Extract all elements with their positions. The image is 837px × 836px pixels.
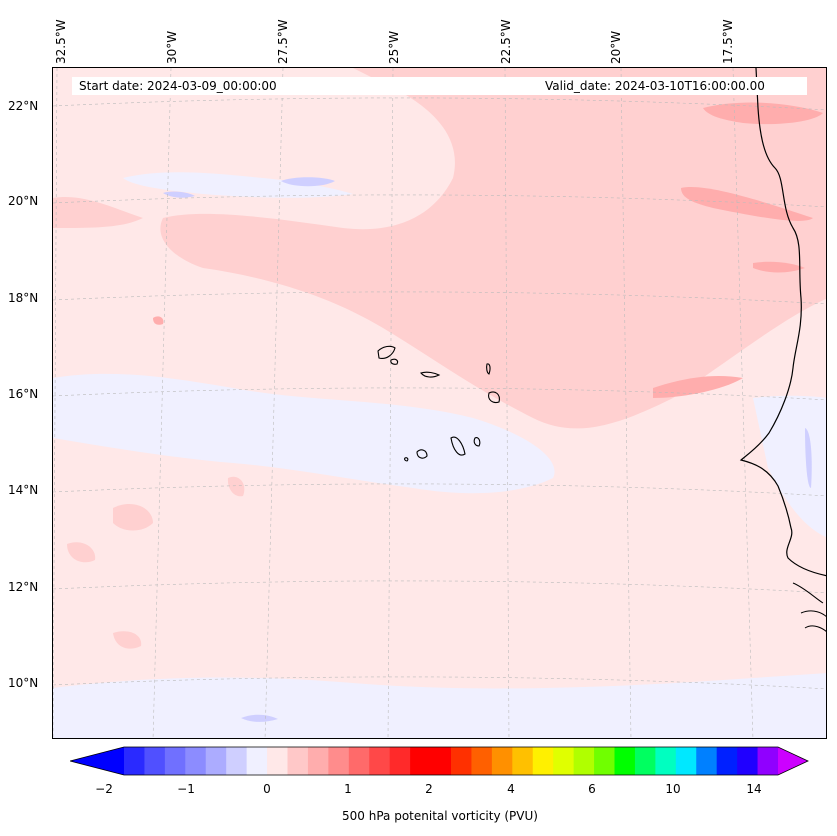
island-santo-antao <box>377 345 396 359</box>
lat-label-22n: 22°N <box>8 99 39 113</box>
colorbar-segment <box>430 747 452 775</box>
lat-label-14n: 14°N <box>8 483 39 497</box>
africa-coast-segment-2 <box>792 582 826 632</box>
colorbar-tick-1: 1 <box>344 782 352 796</box>
colorbar-tick-neg1: −1 <box>177 782 195 796</box>
pv-high-streak-4 <box>753 261 805 273</box>
island-santiago <box>450 436 466 456</box>
colorbar-segment <box>634 747 656 775</box>
lon-label-20w: 20°W <box>609 30 623 64</box>
pv-low-patch-2 <box>163 191 195 198</box>
colorbar-tick-neg2: −2 <box>95 782 113 796</box>
pv-high-streak-3 <box>653 376 743 398</box>
island-fogo <box>416 449 428 459</box>
colorbar-segment <box>594 747 615 775</box>
colorbar-label: 500 hPa potenital vorticity (PVU) <box>342 809 538 823</box>
colorbar-segment <box>491 747 513 775</box>
pv-low-region-south <box>53 673 826 738</box>
lon-label-30w: 30°W <box>165 30 179 64</box>
colorbar-segment <box>696 747 718 775</box>
pv-mid-patch-3 <box>113 631 142 649</box>
lon-label-22-5w: 22.5°W <box>499 19 513 64</box>
pv-low-region-west <box>53 373 555 494</box>
island-maio <box>473 437 481 447</box>
pv-mid-patch-1 <box>113 503 153 531</box>
island-sal <box>486 363 491 375</box>
lon-label-32-5w: 32.5°W <box>54 19 68 64</box>
colorbar-segment <box>675 747 697 775</box>
colorbar-segment <box>246 747 268 775</box>
lat-label-16n: 16°N <box>8 387 39 401</box>
lon-label-17-5w: 17.5°W <box>721 19 735 64</box>
colorbar-segment <box>512 747 534 775</box>
colorbar-segment <box>124 747 145 775</box>
colorbar-extend-min <box>70 747 124 775</box>
map-panel <box>52 67 827 739</box>
colorbar-segment <box>532 747 554 775</box>
colorbar-segment <box>226 747 248 775</box>
pv-low-patch-1 <box>281 177 335 187</box>
colorbar-outline <box>70 746 809 776</box>
pv-low-patch-4 <box>805 428 812 488</box>
pv-high-streak-1 <box>681 187 813 221</box>
colorbar-tick-10: 10 <box>665 782 681 796</box>
colorbar-segment <box>328 747 350 775</box>
graticule <box>53 68 826 738</box>
island-boa-vista <box>488 391 500 404</box>
colorbar-segment <box>348 747 370 775</box>
pv-low-region-north <box>123 172 353 198</box>
lon-label-25w: 25°W <box>387 30 401 64</box>
island-sao-nicolau <box>420 371 441 378</box>
pv-field-map <box>53 68 826 738</box>
valid-date-text: Valid_date: 2024-03-10T16:00:00.00 <box>545 79 765 93</box>
colorbar-segment <box>553 747 575 775</box>
colorbar-segment <box>410 747 432 775</box>
colorbar-segment <box>164 747 186 775</box>
colorbar-segment <box>205 747 227 775</box>
colorbar-segment <box>369 747 391 775</box>
cape-verde-islands <box>377 345 500 462</box>
colorbar-segment <box>185 747 207 775</box>
colorbar-segment <box>737 747 759 775</box>
colorbar-tick-14: 14 <box>746 782 762 796</box>
colorbar <box>70 746 809 776</box>
lat-label-18n: 18°N <box>8 291 39 305</box>
pv-mid-patch-4 <box>227 476 245 497</box>
colorbar-segment <box>144 747 166 775</box>
pv-low-region-east <box>753 395 826 538</box>
colorbar-segment <box>287 747 309 775</box>
africa-coastline <box>739 68 826 577</box>
pv-mid-patch-2 <box>67 542 96 563</box>
colorbar-segment <box>573 747 595 775</box>
lat-label-12n: 12°N <box>8 580 39 594</box>
pv-mid-band-west <box>53 197 143 228</box>
start-date-text: Start date: 2024-03-09_00:00:00 <box>79 79 277 93</box>
colorbar-segment <box>716 747 738 775</box>
colorbar-segment <box>267 747 288 775</box>
colorbar-segment <box>451 747 472 775</box>
island-sao-vicente <box>390 358 399 365</box>
colorbar-tick-0: 0 <box>263 782 271 796</box>
colorbar-segment <box>389 747 411 775</box>
colorbar-extend-max <box>778 747 808 775</box>
lat-label-10n: 10°N <box>8 676 39 690</box>
pv-high-patch-1 <box>153 316 164 325</box>
pv-mid-band-north <box>160 68 826 429</box>
island-brava <box>404 457 409 462</box>
lon-label-27-5w: 27.5°W <box>276 19 290 64</box>
colorbar-segment <box>614 747 636 775</box>
colorbar-tick-6: 6 <box>588 782 596 796</box>
colorbar-tick-4: 4 <box>507 782 515 796</box>
colorbar-segment <box>307 747 329 775</box>
date-banner <box>72 77 807 95</box>
colorbar-segment <box>655 747 677 775</box>
lat-label-20n: 20°N <box>8 194 39 208</box>
colorbar-segment <box>471 747 493 775</box>
colorbar-tick-2: 2 <box>425 782 433 796</box>
colorbar-segment <box>757 747 779 775</box>
pv-low-patch-3 <box>241 714 278 722</box>
